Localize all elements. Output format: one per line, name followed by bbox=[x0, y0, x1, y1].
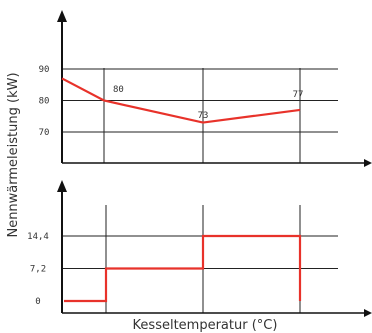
bottom-y-tick-label: 14,4 bbox=[27, 232, 49, 242]
top-chart: 70 80 90 80 73 77 bbox=[39, 10, 372, 167]
bottom-y-tick-label: 7,2 bbox=[30, 264, 46, 274]
bottom-y-tick-label: 0 bbox=[35, 297, 40, 307]
top-data-label: 80 bbox=[113, 85, 124, 95]
bottom-y-axis-arrow bbox=[57, 180, 67, 192]
top-x-axis-arrow bbox=[364, 159, 372, 167]
bottom-series-step-line bbox=[64, 234, 302, 303]
y-axis-label: Nennwärmeleistung (kW) bbox=[6, 72, 21, 237]
top-y-axis-arrow bbox=[57, 10, 67, 22]
top-y-tick-label: 90 bbox=[39, 65, 50, 75]
top-data-label: 77 bbox=[293, 90, 304, 100]
top-data-label: 73 bbox=[198, 111, 209, 121]
top-y-tick-label: 70 bbox=[39, 128, 50, 138]
bottom-chart: 0 7,2 14,4 bbox=[27, 180, 372, 317]
top-series-line bbox=[61, 77, 301, 124]
x-axis-label: Kesseltemperatur (°C) bbox=[133, 318, 278, 333]
bottom-x-axis-arrow bbox=[364, 309, 372, 317]
top-y-tick-label: 80 bbox=[39, 97, 50, 107]
